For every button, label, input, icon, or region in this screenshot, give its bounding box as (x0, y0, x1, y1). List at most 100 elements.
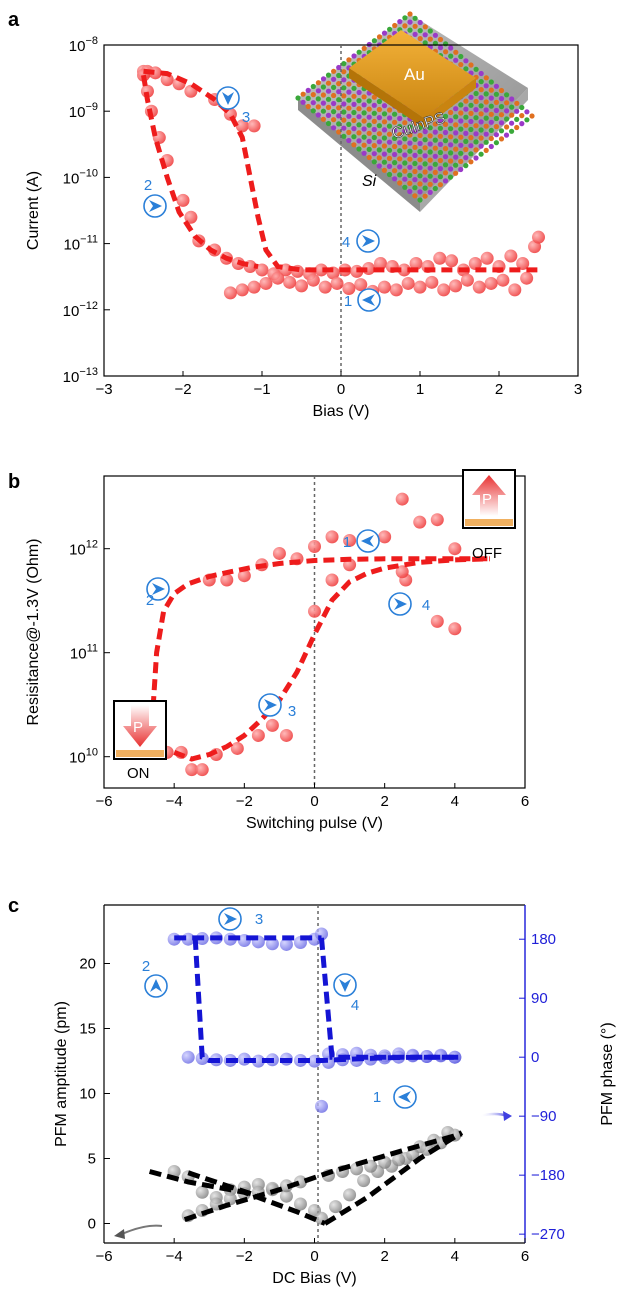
atom (519, 113, 525, 119)
atom (458, 142, 464, 148)
atom (381, 119, 388, 125)
data-point (185, 763, 199, 777)
atom (407, 11, 413, 17)
x-tick-label: 0 (310, 793, 318, 810)
atom (315, 88, 321, 94)
atom (397, 123, 403, 130)
atom (371, 143, 377, 149)
y-axis-label: PFM amptitude (pm) (53, 1001, 70, 1147)
atom (341, 93, 347, 99)
atom (453, 138, 459, 144)
atom (437, 182, 443, 188)
step-label: 4 (422, 597, 430, 614)
atom (524, 117, 530, 123)
atom (442, 170, 449, 176)
atom (331, 100, 337, 107)
y2-tick-label: 90 (531, 990, 548, 1007)
atom (397, 180, 403, 186)
atom (376, 123, 382, 129)
atom (427, 36, 433, 42)
atom (315, 112, 321, 118)
atom (341, 109, 347, 115)
atom (473, 66, 479, 72)
atom (392, 22, 398, 29)
atom (488, 79, 494, 85)
atom (392, 135, 398, 141)
x-tick-label: −4 (166, 793, 183, 810)
atom (397, 172, 403, 178)
atom (305, 87, 311, 93)
data-point (342, 281, 356, 295)
plot-a: −3 −2 −1 0 1 2 310−810−910−1010−1110−1210−13Bi… (25, 35, 582, 420)
atom (514, 124, 520, 131)
atom (442, 138, 449, 144)
atom (453, 130, 459, 136)
data-point (354, 278, 368, 292)
step-label: 1 (344, 293, 352, 310)
atom (443, 41, 449, 47)
data-point (330, 276, 344, 290)
atom (336, 129, 342, 135)
atom (351, 109, 357, 116)
fit-line (183, 1131, 463, 1222)
atom (397, 115, 403, 122)
atom (463, 106, 469, 112)
atom (371, 159, 377, 165)
atom (463, 98, 469, 104)
off-label: OFF (472, 545, 502, 562)
data-point (472, 280, 486, 294)
atom (473, 139, 479, 145)
atom (386, 139, 393, 145)
atom (361, 118, 367, 124)
atom (468, 126, 474, 133)
atom (310, 108, 316, 114)
atom (351, 101, 357, 107)
step-badge: 4 (333, 973, 359, 1014)
atom (387, 115, 393, 121)
atom (351, 93, 357, 99)
atom (432, 169, 438, 175)
arrow-head-left-icon (114, 1229, 125, 1239)
data-point (508, 283, 522, 297)
data-point (255, 263, 269, 277)
atom (407, 180, 413, 186)
data-point (308, 1054, 321, 1068)
data-point (259, 276, 273, 290)
atom (504, 100, 510, 106)
atom (427, 181, 433, 187)
atom (458, 62, 464, 68)
atom (463, 114, 469, 120)
off-state-badge: P OFF (462, 469, 516, 562)
step-label: 2 (142, 958, 150, 975)
atom (305, 95, 311, 101)
atom (514, 100, 520, 106)
atom (341, 69, 347, 75)
data-point (272, 546, 286, 560)
atom (417, 181, 423, 187)
tick-base: 10 (63, 170, 80, 187)
atom (422, 145, 428, 151)
x-tick-label: 2 (380, 1248, 388, 1265)
atom (473, 107, 479, 113)
data-point (325, 530, 339, 544)
atom (473, 131, 479, 137)
on-polarization-label: P (133, 719, 143, 736)
x-tick-label: 0 (310, 1248, 318, 1265)
atom (381, 151, 387, 157)
step-label: 3 (288, 703, 296, 720)
data-point (374, 257, 387, 271)
fit-line (143, 68, 539, 273)
atom (341, 77, 347, 83)
y2-axis-label: PFM phase (°) (599, 1022, 616, 1125)
atom (478, 79, 484, 85)
data-point (401, 276, 415, 290)
atom (351, 53, 357, 59)
y2-tick-label: 180 (531, 931, 556, 948)
x-tick-label: 2 (495, 381, 503, 398)
atom (458, 158, 464, 164)
atom (412, 177, 418, 183)
atom (356, 146, 362, 152)
atom (336, 113, 342, 119)
atom (402, 144, 408, 150)
atom (422, 161, 428, 167)
